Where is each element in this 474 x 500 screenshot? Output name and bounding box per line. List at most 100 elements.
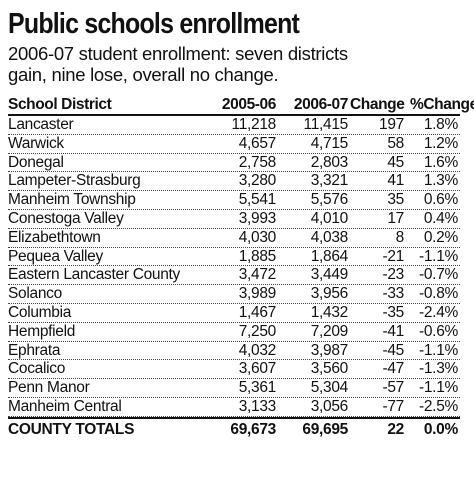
change-value: -57 (382, 379, 404, 397)
change-value: -35 (382, 303, 404, 321)
totals-change: 22 (387, 420, 404, 438)
column-header-change: Change (350, 96, 405, 113)
pct-change-value: -1.3% (419, 360, 458, 378)
pct-change-value: -1.1% (419, 379, 458, 397)
enrollment-2005-06: 4,657 (238, 134, 277, 152)
enrollment-2005-06: 3,989 (238, 285, 277, 303)
column-header-2005-06: 2005-06 (221, 96, 276, 113)
table-row: Columbia 1,467 1,432 -35 -2.4% (8, 304, 460, 323)
district-name: Manheim Central (8, 397, 122, 415)
change-value: -41 (382, 322, 404, 340)
change-value: 41 (387, 172, 404, 190)
table-row: Elizabethtown 4,030 4,038 8 0.2% (8, 229, 460, 248)
enrollment-2005-06: 1,885 (238, 247, 277, 265)
change-value: 17 (387, 209, 404, 227)
totals-2005-06: 69,673 (230, 420, 276, 438)
enrollment-2006-07: 3,560 (310, 360, 349, 378)
county-totals-row: COUNTY TOTALS 69,673 69,695 22 0.0% (8, 416, 460, 439)
table-body: Lancaster 11,218 11,415 197 1.8% Warwick 4,657… (8, 116, 460, 417)
district-name: Columbia (8, 303, 72, 321)
district-name: Elizabethtown (8, 228, 101, 246)
enrollment-2006-07: 5,576 (310, 191, 349, 209)
enrollment-2005-06: 4,032 (238, 341, 277, 359)
enrollment-2006-07: 2,803 (310, 153, 349, 171)
enrollment-2006-07: 3,449 (310, 266, 349, 284)
totals-2006-07: 69,695 (302, 420, 348, 438)
pct-change-value: 1.6% (423, 153, 458, 171)
table-header-row: School District 2005-06 2006-07 Change %… (8, 93, 474, 116)
enrollment-2006-07: 11,415 (303, 116, 349, 133)
enrollment-2006-07: 5,304 (310, 379, 349, 397)
pct-change-value: 1.8% (423, 116, 458, 133)
district-name: Penn Manor (8, 379, 90, 397)
table-row: Ephrata 4,032 3,987 -45 -1.1% (8, 342, 460, 361)
district-name: Ephrata (8, 341, 61, 359)
change-value: -21 (382, 247, 404, 265)
pct-change-value: 0.6% (423, 191, 458, 209)
pct-change-value: -1.1% (419, 247, 458, 265)
change-value: 58 (387, 134, 404, 152)
pct-change-value: -1.1% (419, 341, 458, 359)
pct-change-value: -2.4% (419, 303, 458, 321)
district-name: Donegal (8, 153, 64, 171)
table-row: Manheim Township 5,541 5,576 35 0.6% (8, 191, 460, 210)
change-value: 45 (387, 153, 404, 171)
table-row: Pequea Valley 1,885 1,864 -21 -1.1% (8, 248, 460, 267)
enrollment-2005-06: 11,218 (231, 116, 277, 133)
enrollment-2005-06: 3,133 (238, 397, 277, 415)
pct-change-value: -0.8% (419, 285, 458, 303)
enrollment-2005-06: 7,250 (238, 322, 277, 340)
district-name: Cocalico (8, 360, 66, 378)
change-value: 8 (395, 228, 405, 246)
table-row: Conestoga Valley 3,993 4,010 17 0.4% (8, 210, 460, 229)
enrollment-2006-07: 3,987 (310, 341, 349, 359)
pct-change-value: 1.2% (423, 134, 458, 152)
table-row: Lampeter-Strasburg 3,280 3,321 41 1.3% (8, 172, 460, 192)
enrollment-2006-07: 1,864 (310, 247, 349, 265)
table-row: Eastern Lancaster County 3,472 3,449 -23 -0.… (8, 266, 460, 286)
table-row: Manheim Central 3,133 3,056 -77 -2.5% (8, 398, 460, 417)
pct-change-value: 1.3% (423, 172, 458, 190)
district-name: Warwick (8, 134, 64, 152)
enrollment-2005-06: 5,541 (238, 191, 277, 209)
enrollment-2005-06: 4,030 (238, 228, 277, 246)
district-name: Eastern Lancaster County (8, 266, 181, 284)
enrollment-2005-06: 3,280 (238, 172, 277, 190)
table-row: Solanco 3,989 3,956 -33 -0.8% (8, 285, 460, 304)
table-row: Donegal 2,758 2,803 45 1.6% (8, 154, 460, 173)
pct-change-value: 0.2% (423, 228, 458, 246)
change-value: -47 (382, 360, 404, 378)
district-name: Conestoga Valley (8, 209, 124, 227)
enrollment-2006-07: 3,056 (310, 397, 349, 415)
change-value: -23 (382, 266, 404, 284)
change-value: -77 (382, 397, 404, 415)
pct-change-value: 0.4% (423, 209, 458, 227)
district-name: Pequea Valley (8, 247, 103, 265)
enrollment-2006-07: 1,432 (310, 303, 349, 321)
enrollment-2006-07: 3,321 (310, 172, 349, 190)
enrollment-2005-06: 3,472 (238, 266, 277, 284)
totals-label: COUNTY TOTALS (8, 420, 135, 438)
district-name: Hempfield (8, 322, 76, 340)
column-header-district: School District (8, 96, 112, 113)
pct-change-value: -0.7% (419, 266, 458, 284)
pct-change-value: -2.5% (419, 397, 458, 415)
table-row: Warwick 4,657 4,715 58 1.2% (8, 135, 460, 154)
column-header-pct-change: %Change (410, 96, 474, 113)
table-row: Penn Manor 5,361 5,304 -57 -1.1% (8, 379, 460, 398)
table-row: Lancaster 11,218 11,415 197 1.8% (8, 116, 460, 135)
enrollment-2005-06: 5,361 (238, 379, 277, 397)
change-value: 197 (379, 116, 404, 133)
chart-subtitle: 2006-07 student enrollment: seven distri… (8, 43, 348, 85)
chart-title: Public schools enrollment (8, 8, 300, 40)
enrollment-2006-07: 4,715 (310, 134, 349, 152)
change-value: -33 (382, 285, 404, 303)
district-name: Lampeter-Strasburg (8, 172, 141, 190)
district-name: Solanco (8, 285, 62, 303)
column-header-2006-07: 2006-07 (293, 96, 348, 113)
enrollment-2005-06: 1,467 (238, 303, 277, 321)
enrollment-2006-07: 7,209 (310, 322, 349, 340)
pct-change-value: -0.6% (419, 322, 458, 340)
enrollment-table: School District 2005-06 2006-07 Change %… (8, 93, 474, 439)
